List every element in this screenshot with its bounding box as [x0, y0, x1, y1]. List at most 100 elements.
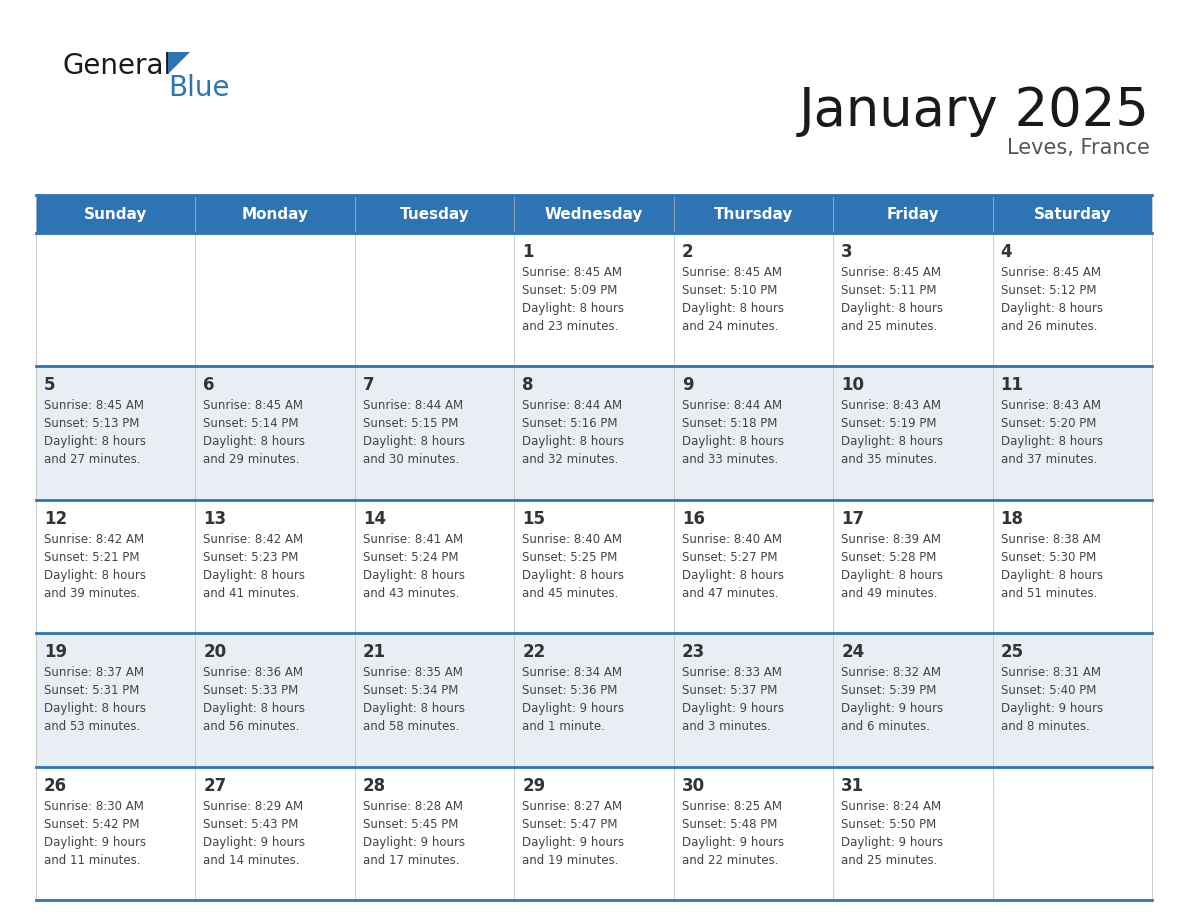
- Text: and 14 minutes.: and 14 minutes.: [203, 854, 299, 867]
- Text: Sunset: 5:30 PM: Sunset: 5:30 PM: [1000, 551, 1095, 564]
- Text: Sunrise: 8:45 AM: Sunrise: 8:45 AM: [203, 399, 303, 412]
- Text: Sunrise: 8:44 AM: Sunrise: 8:44 AM: [362, 399, 463, 412]
- Text: 31: 31: [841, 777, 864, 795]
- Text: Daylight: 8 hours: Daylight: 8 hours: [203, 569, 305, 582]
- Text: Sunset: 5:21 PM: Sunset: 5:21 PM: [44, 551, 139, 564]
- Text: and 51 minutes.: and 51 minutes.: [1000, 587, 1097, 599]
- Bar: [674, 233, 833, 366]
- Text: 2: 2: [682, 243, 694, 261]
- Bar: [674, 366, 833, 499]
- Text: Leves, France: Leves, France: [1007, 138, 1150, 158]
- Text: Sunrise: 8:44 AM: Sunrise: 8:44 AM: [523, 399, 623, 412]
- Text: Sunrise: 8:36 AM: Sunrise: 8:36 AM: [203, 666, 303, 679]
- Text: Sunset: 5:40 PM: Sunset: 5:40 PM: [1000, 684, 1097, 697]
- Text: and 32 minutes.: and 32 minutes.: [523, 453, 619, 466]
- Text: Sunset: 5:13 PM: Sunset: 5:13 PM: [44, 418, 139, 431]
- Text: 17: 17: [841, 509, 864, 528]
- Text: Friday: Friday: [886, 207, 940, 221]
- Text: 26: 26: [44, 777, 68, 795]
- Text: Daylight: 8 hours: Daylight: 8 hours: [203, 702, 305, 715]
- Bar: [355, 233, 514, 366]
- Text: Daylight: 8 hours: Daylight: 8 hours: [1000, 569, 1102, 582]
- Text: and 24 minutes.: and 24 minutes.: [682, 320, 778, 333]
- Bar: [36, 195, 196, 233]
- Text: Daylight: 8 hours: Daylight: 8 hours: [841, 569, 943, 582]
- Text: Sunset: 5:12 PM: Sunset: 5:12 PM: [1000, 284, 1097, 297]
- Text: Sunrise: 8:25 AM: Sunrise: 8:25 AM: [682, 800, 782, 812]
- Text: and 53 minutes.: and 53 minutes.: [44, 721, 140, 733]
- Bar: [36, 767, 196, 900]
- Text: and 3 minutes.: and 3 minutes.: [682, 721, 771, 733]
- Text: Sunrise: 8:40 AM: Sunrise: 8:40 AM: [682, 532, 782, 546]
- Text: Sunset: 5:16 PM: Sunset: 5:16 PM: [523, 418, 618, 431]
- Text: Sunset: 5:28 PM: Sunset: 5:28 PM: [841, 551, 936, 564]
- Bar: [992, 499, 1152, 633]
- Text: Sunset: 5:31 PM: Sunset: 5:31 PM: [44, 684, 139, 697]
- Text: and 58 minutes.: and 58 minutes.: [362, 721, 459, 733]
- Text: and 41 minutes.: and 41 minutes.: [203, 587, 299, 599]
- Bar: [674, 767, 833, 900]
- Text: 22: 22: [523, 644, 545, 661]
- Bar: [196, 233, 355, 366]
- Bar: [514, 499, 674, 633]
- Bar: [992, 366, 1152, 499]
- Text: and 22 minutes.: and 22 minutes.: [682, 854, 778, 867]
- Text: 13: 13: [203, 509, 227, 528]
- Text: and 56 minutes.: and 56 minutes.: [203, 721, 299, 733]
- Bar: [514, 233, 674, 366]
- Text: 11: 11: [1000, 376, 1024, 395]
- Text: Daylight: 9 hours: Daylight: 9 hours: [841, 702, 943, 715]
- Text: Saturday: Saturday: [1034, 207, 1111, 221]
- Text: 21: 21: [362, 644, 386, 661]
- Text: and 35 minutes.: and 35 minutes.: [841, 453, 937, 466]
- Bar: [514, 366, 674, 499]
- Bar: [992, 233, 1152, 366]
- Text: 9: 9: [682, 376, 694, 395]
- Text: Sunrise: 8:24 AM: Sunrise: 8:24 AM: [841, 800, 941, 812]
- Text: and 49 minutes.: and 49 minutes.: [841, 587, 937, 599]
- Text: Daylight: 8 hours: Daylight: 8 hours: [523, 302, 624, 315]
- Bar: [992, 195, 1152, 233]
- Text: 24: 24: [841, 644, 865, 661]
- Text: Daylight: 8 hours: Daylight: 8 hours: [682, 569, 784, 582]
- Bar: [355, 767, 514, 900]
- Text: Daylight: 9 hours: Daylight: 9 hours: [1000, 702, 1102, 715]
- Text: Sunday: Sunday: [84, 207, 147, 221]
- Text: and 19 minutes.: and 19 minutes.: [523, 854, 619, 867]
- Text: Daylight: 8 hours: Daylight: 8 hours: [1000, 435, 1102, 448]
- Text: 19: 19: [44, 644, 68, 661]
- Text: Sunrise: 8:38 AM: Sunrise: 8:38 AM: [1000, 532, 1100, 546]
- Text: Sunrise: 8:33 AM: Sunrise: 8:33 AM: [682, 666, 782, 679]
- Text: Sunset: 5:47 PM: Sunset: 5:47 PM: [523, 818, 618, 831]
- Text: and 11 minutes.: and 11 minutes.: [44, 854, 140, 867]
- Text: Daylight: 8 hours: Daylight: 8 hours: [362, 702, 465, 715]
- Text: Sunrise: 8:34 AM: Sunrise: 8:34 AM: [523, 666, 623, 679]
- Text: and 39 minutes.: and 39 minutes.: [44, 587, 140, 599]
- Bar: [355, 633, 514, 767]
- Text: Sunrise: 8:28 AM: Sunrise: 8:28 AM: [362, 800, 463, 812]
- Text: 12: 12: [44, 509, 68, 528]
- Text: Wednesday: Wednesday: [545, 207, 643, 221]
- Text: Daylight: 9 hours: Daylight: 9 hours: [523, 835, 625, 848]
- Text: Daylight: 8 hours: Daylight: 8 hours: [523, 435, 624, 448]
- Text: January 2025: January 2025: [800, 85, 1150, 137]
- Text: 27: 27: [203, 777, 227, 795]
- Text: Sunrise: 8:29 AM: Sunrise: 8:29 AM: [203, 800, 304, 812]
- Bar: [833, 233, 992, 366]
- Text: Sunset: 5:15 PM: Sunset: 5:15 PM: [362, 418, 459, 431]
- Bar: [196, 767, 355, 900]
- Bar: [833, 366, 992, 499]
- Text: Daylight: 8 hours: Daylight: 8 hours: [362, 569, 465, 582]
- Text: 30: 30: [682, 777, 704, 795]
- Bar: [674, 195, 833, 233]
- Text: Sunrise: 8:41 AM: Sunrise: 8:41 AM: [362, 532, 463, 546]
- Text: Sunrise: 8:45 AM: Sunrise: 8:45 AM: [1000, 266, 1100, 279]
- Text: Sunrise: 8:43 AM: Sunrise: 8:43 AM: [841, 399, 941, 412]
- Text: Daylight: 9 hours: Daylight: 9 hours: [523, 702, 625, 715]
- Text: Daylight: 9 hours: Daylight: 9 hours: [203, 835, 305, 848]
- Text: Sunrise: 8:39 AM: Sunrise: 8:39 AM: [841, 532, 941, 546]
- Text: Sunrise: 8:30 AM: Sunrise: 8:30 AM: [44, 800, 144, 812]
- Text: Sunrise: 8:45 AM: Sunrise: 8:45 AM: [682, 266, 782, 279]
- Text: 20: 20: [203, 644, 227, 661]
- Text: Sunrise: 8:42 AM: Sunrise: 8:42 AM: [44, 532, 144, 546]
